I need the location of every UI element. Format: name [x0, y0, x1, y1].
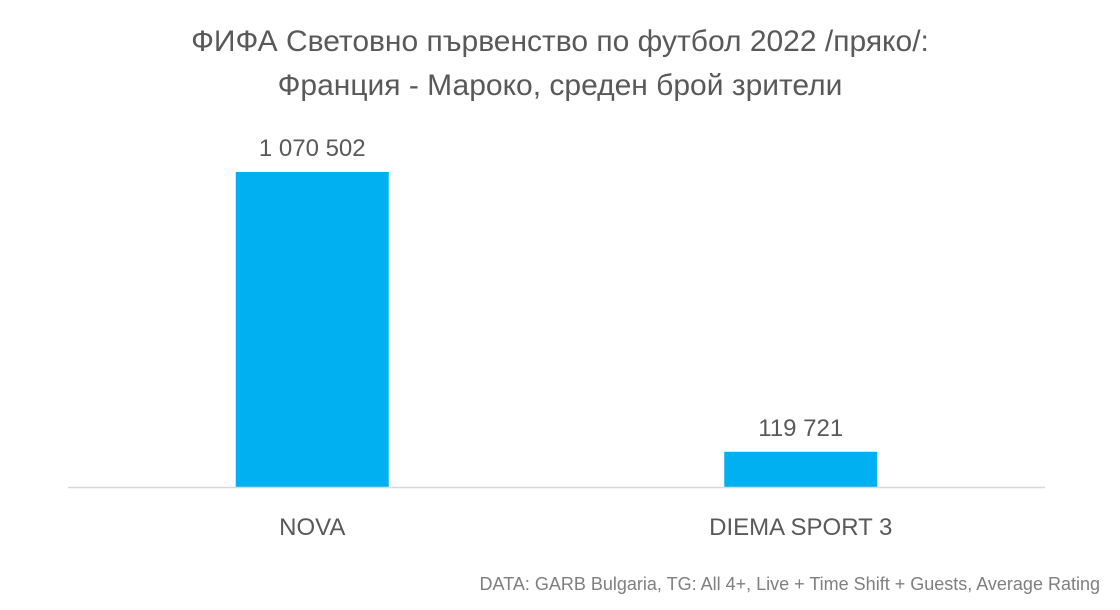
data-source-footnote: DATA: GARB Bulgaria, TG: All 4+, Live + … [479, 574, 1100, 594]
chart-subtitle: Франция - Мароко, среден брой зрители [277, 69, 843, 102]
x-tick-label: DIEMA SPORT 3 [709, 514, 892, 541]
bar-nova [235, 172, 389, 487]
x-tick-label: NOVA [279, 514, 345, 541]
bar-diema-sport-3 [724, 451, 878, 487]
data-label: 119 721 [758, 415, 843, 442]
chart-title: ФИФА Световно първенство по футбол 2022 … [191, 25, 929, 58]
chart-title-block: ФИФА Световно първенство по футбол 2022 … [0, 20, 1120, 108]
data-label: 1 070 502 [259, 135, 366, 162]
